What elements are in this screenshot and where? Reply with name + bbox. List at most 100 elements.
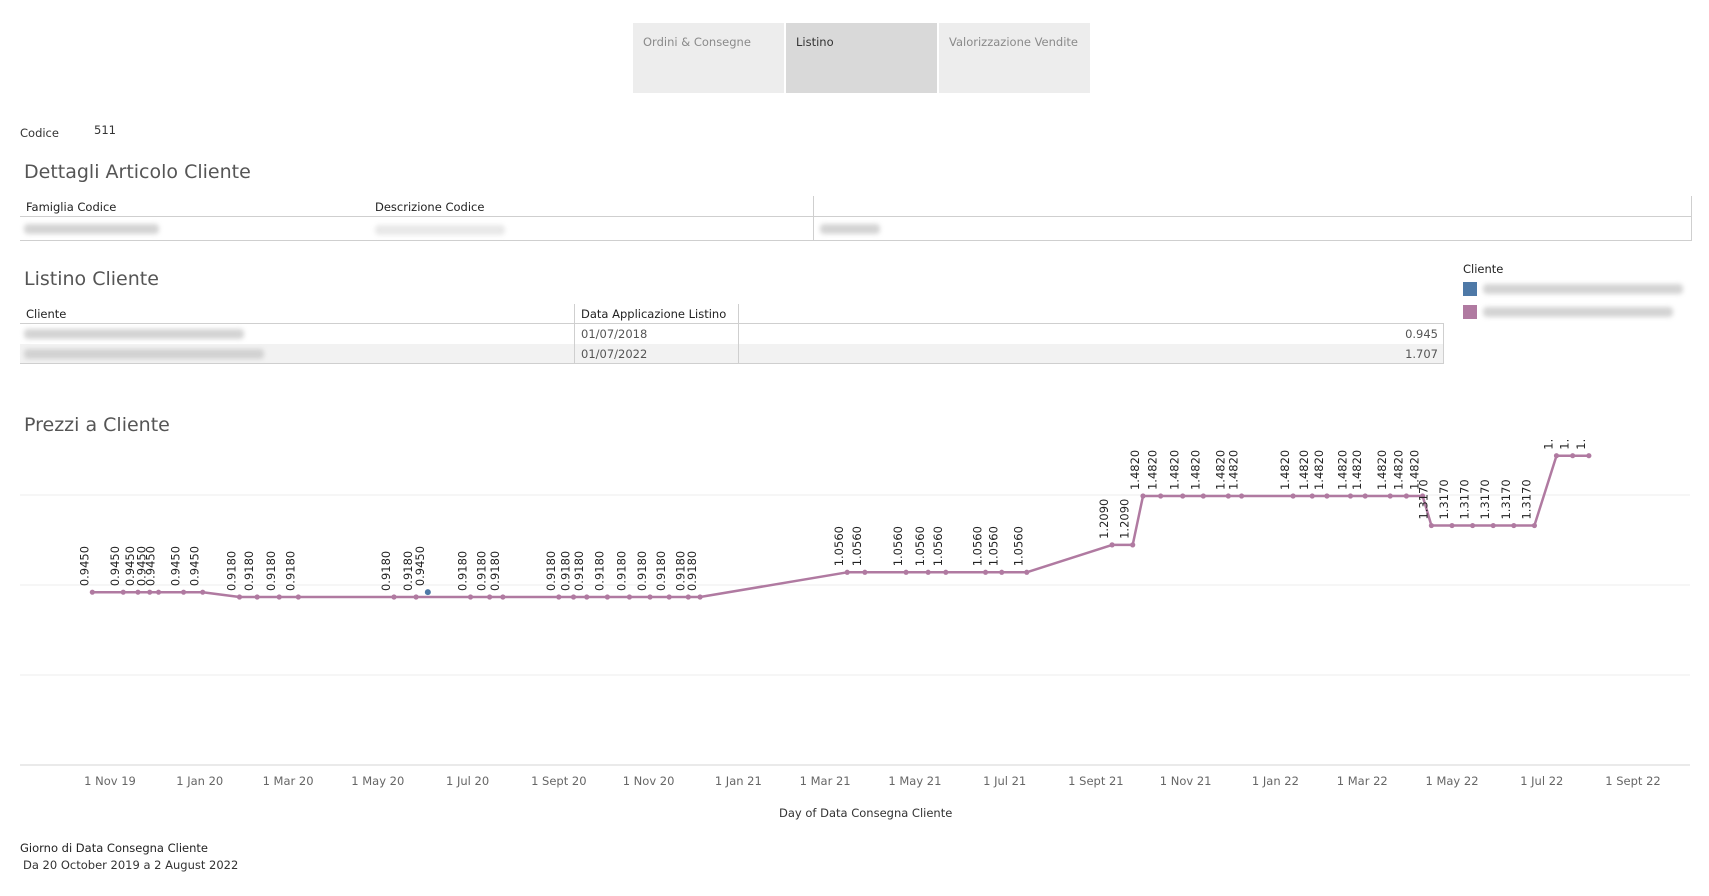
series-line <box>92 454 1589 599</box>
x-tick-label: 1 Sept 22 <box>1605 774 1660 788</box>
data-label: 0.9180 <box>283 551 297 591</box>
legend-title: Cliente <box>1463 262 1504 276</box>
table-row[interactable]: 01/07/2022 1.707 <box>20 344 1444 364</box>
data-point <box>1419 493 1426 499</box>
tab-valorizzazione-vendite[interactable]: Valorizzazione Vendite <box>939 23 1090 93</box>
data-point <box>391 594 397 600</box>
data-point <box>1470 522 1476 529</box>
codice-value[interactable]: 511 <box>94 123 116 137</box>
data-point <box>1428 522 1435 529</box>
data-label: 1.4820 <box>1408 450 1422 490</box>
divider <box>20 240 1692 241</box>
data-label: 1.3170 <box>1458 479 1472 519</box>
data-label: 1.3170 <box>1437 479 1451 519</box>
date-filter-range[interactable]: Da 20 October 2019 a 2 August 2022 <box>23 858 239 872</box>
data-label: 1.3170 <box>1416 479 1430 519</box>
data-label: 1.7070 <box>1541 440 1555 450</box>
data-label: 1.4820 <box>1168 450 1182 490</box>
data-point <box>844 569 850 575</box>
legend: Cliente <box>1463 262 1703 322</box>
divider <box>20 323 1444 324</box>
data-point <box>697 594 703 600</box>
data-label: 0.9180 <box>379 551 393 591</box>
data-point <box>1180 493 1186 499</box>
data-label: 1.4820 <box>1188 450 1202 490</box>
divider <box>1443 324 1444 364</box>
data-point <box>647 594 653 600</box>
x-tick-label: 1 Sept 21 <box>1068 774 1123 788</box>
table-row[interactable]: 01/07/2018 0.945 <box>20 324 1444 344</box>
data-point <box>487 594 493 600</box>
data-label: 1.0560 <box>971 526 985 566</box>
data-label: 1.4820 <box>1391 450 1405 490</box>
x-tick-label: 1 Sept 20 <box>531 774 586 788</box>
legend-item[interactable] <box>1463 302 1703 322</box>
data-label: 0.9180 <box>592 551 606 591</box>
cell-value: 0.945 <box>1405 327 1438 341</box>
data-point <box>295 594 301 600</box>
divider <box>813 196 814 241</box>
header-famiglia-codice: Famiglia Codice <box>26 200 117 214</box>
data-label: 0.9450 <box>413 546 427 586</box>
data-point <box>862 569 868 575</box>
x-tick-label: 1 Mar 22 <box>1337 774 1388 788</box>
tab-listino[interactable]: Listino <box>786 23 937 93</box>
data-point <box>1553 453 1560 459</box>
data-label: 1.0560 <box>1012 526 1026 566</box>
data-point <box>1109 542 1115 548</box>
data-label: 1.0560 <box>891 526 905 566</box>
data-point <box>1490 522 1496 529</box>
data-label: 1.3170 <box>1499 479 1513 519</box>
header-descrizione-codice: Descrizione Codice <box>375 200 485 214</box>
x-tick-label: 1 Nov 19 <box>84 774 136 788</box>
data-point <box>467 594 474 600</box>
data-label: 0.9180 <box>654 551 668 591</box>
data-point <box>89 589 95 595</box>
legend-item[interactable] <box>1463 279 1703 299</box>
redacted-cliente <box>24 349 264 359</box>
data-point <box>556 594 562 600</box>
data-label: 1.3170 <box>1519 479 1533 519</box>
x-tick-label: 1 Jul 20 <box>446 774 489 788</box>
dettagli-title: Dettagli Articolo Cliente <box>24 161 251 183</box>
data-label: 0.9180 <box>488 551 502 591</box>
data-point <box>1024 569 1030 575</box>
data-label: 1.4820 <box>1375 450 1389 490</box>
redacted-famiglia <box>24 224 159 234</box>
data-label: 1.0560 <box>931 526 945 566</box>
data-label: 1.2090 <box>1118 499 1132 539</box>
price-chart: 1 Nov 19 1 Jan 20 1 Mar 20 1 May 20 1 Jul 20… <box>20 409 1690 814</box>
data-point <box>925 569 931 575</box>
tab-ordini-consegne[interactable]: Ordini & Consegne <box>633 23 784 93</box>
data-point <box>276 594 282 600</box>
data-label: 0.9180 <box>224 551 238 591</box>
data-point <box>1130 542 1136 548</box>
legend-swatch <box>1463 305 1477 319</box>
x-tick-label: 1 Nov 20 <box>623 774 675 788</box>
dettagli-table: Famiglia Codice Descrizione Codice <box>20 196 1692 241</box>
divider <box>20 216 1692 217</box>
data-point <box>1449 522 1455 529</box>
date-filter-title: Giorno di Data Consegna Cliente <box>20 841 208 855</box>
data-point <box>584 594 590 600</box>
data-point <box>1362 493 1368 499</box>
cell-data: 01/07/2022 <box>581 347 648 361</box>
codice-label: Codice <box>20 126 59 140</box>
data-label: 1.4820 <box>1297 450 1311 490</box>
data-point <box>200 589 206 595</box>
data-point <box>1309 493 1315 499</box>
redacted-code <box>820 224 880 234</box>
listino-title: Listino Cliente <box>24 268 159 290</box>
data-label: 1.4820 <box>1227 450 1241 490</box>
data-point <box>666 594 672 600</box>
data-label: 1.4820 <box>1350 450 1364 490</box>
data-point <box>982 569 989 575</box>
x-axis-title: Day of Data Consegna Cliente <box>779 806 953 820</box>
data-label: 0.9180 <box>572 551 586 591</box>
data-label: 0.9450 <box>169 546 183 586</box>
x-tick-label: 1 May 21 <box>888 774 941 788</box>
x-tick-label: 1 May 22 <box>1425 774 1478 788</box>
cell-value: 1.707 <box>1405 347 1438 361</box>
data-label: 1.4820 <box>1128 450 1142 490</box>
data-point <box>424 589 431 596</box>
